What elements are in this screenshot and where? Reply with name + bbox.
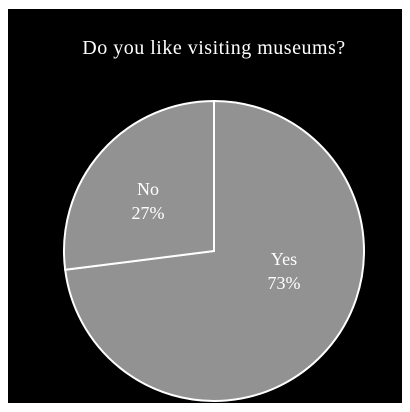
pie-slice-no (63, 99, 215, 271)
slice-value-no: 27% (132, 203, 165, 223)
pie-chart: Do you like visiting museums? Yes 73% No… (63, 37, 365, 402)
chart-frame: Do you like visiting museums? Yes 73% No… (8, 9, 402, 403)
slice-label-no: No (137, 179, 159, 199)
pie-labels: Yes 73% No 27% (132, 179, 301, 293)
pie-slices (63, 99, 365, 402)
slice-value-yes: 73% (268, 273, 301, 293)
chart-title: Do you like visiting museums? (82, 37, 345, 59)
slice-label-yes: Yes (271, 249, 297, 269)
